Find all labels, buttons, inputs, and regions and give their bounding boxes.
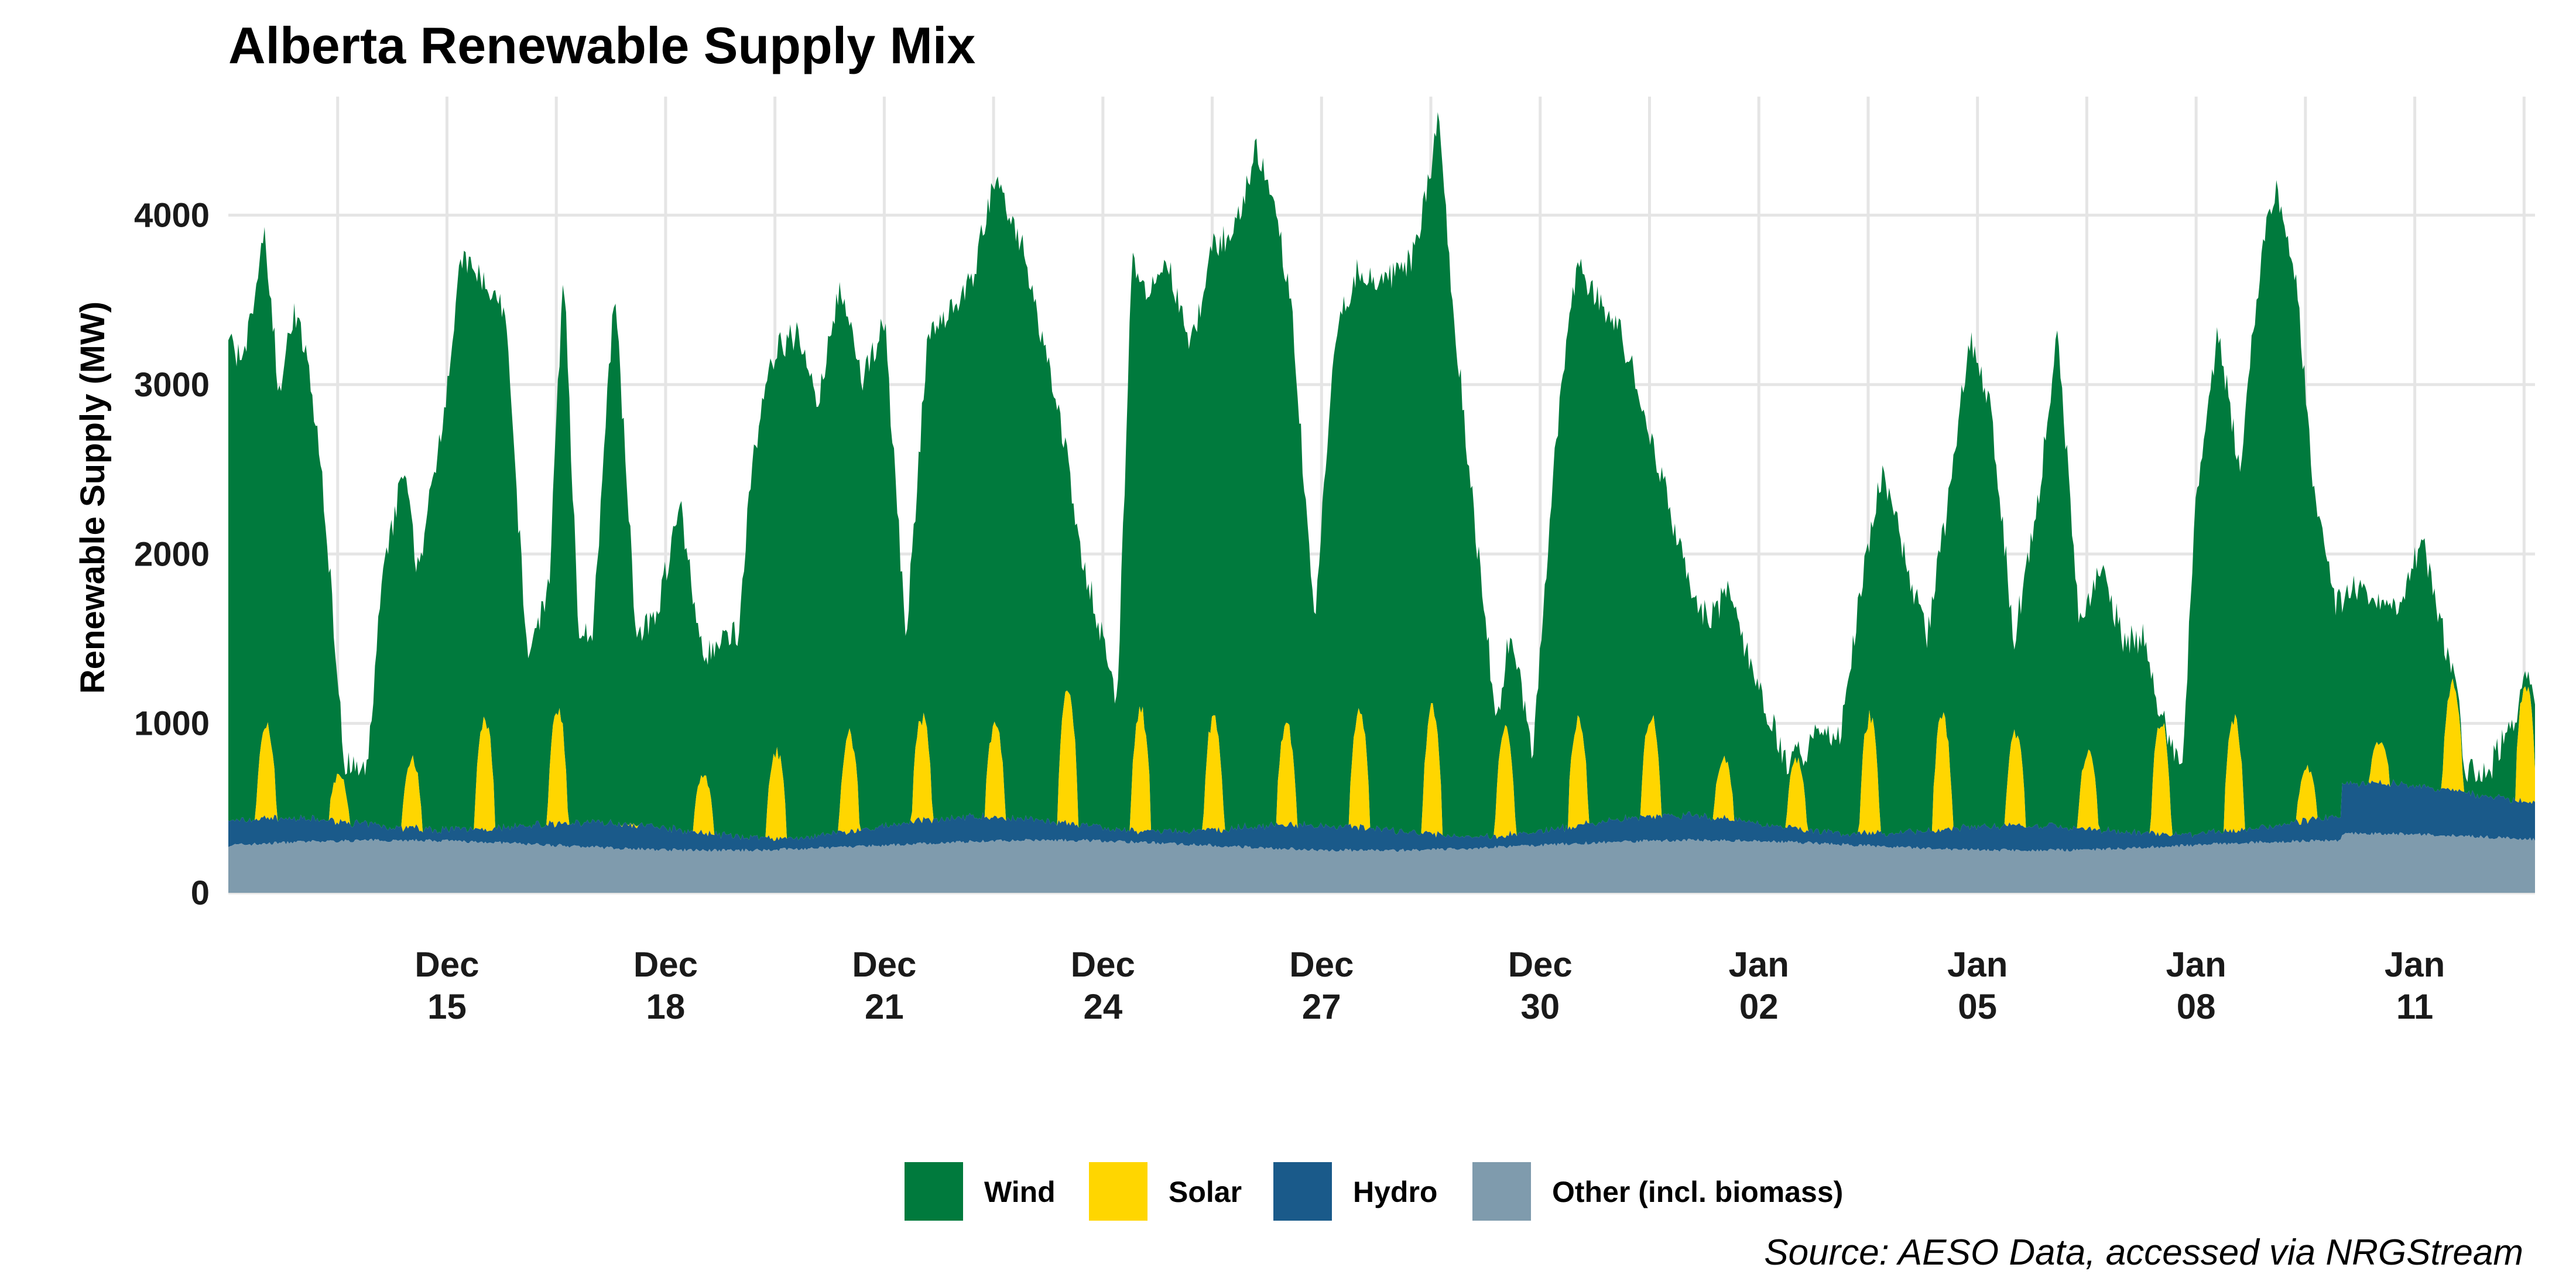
legend-key-1 <box>1089 1162 1147 1221</box>
x-tick-label-day: 11 <box>2396 987 2433 1026</box>
x-tick-label-day: 27 <box>1302 987 1341 1026</box>
y-tick-label: 2000 <box>134 535 210 573</box>
x-tick-label-month: Dec <box>852 945 916 984</box>
y-tick-label: 3000 <box>134 366 210 404</box>
area-hydro <box>228 779 2535 852</box>
legend-label-3: Other (incl. biomass) <box>1552 1176 1843 1208</box>
x-tick-label-day: 21 <box>865 987 904 1026</box>
y-tick-label: 1000 <box>134 705 210 743</box>
x-tick-label-month: Dec <box>1508 945 1573 984</box>
x-tick-label-month: Jan <box>2385 945 2445 984</box>
area-wind <box>228 112 2535 841</box>
x-tick-label-month: Jan <box>2166 945 2226 984</box>
legend: Wind Solar Hydro Other (incl. biomass) <box>905 1162 1843 1221</box>
area-other <box>228 832 2535 893</box>
x-tick-label-day: 18 <box>646 987 686 1026</box>
chart-caption: Source: AESO Data, accessed via NRGStrea… <box>1764 1232 2523 1273</box>
x-tick-label-month: Dec <box>633 945 698 984</box>
x-tick-label-month: Jan <box>1729 945 1789 984</box>
legend-label-0: Wind <box>984 1176 1056 1208</box>
x-tick-label-day: 05 <box>1958 987 1997 1026</box>
legend-key-0 <box>905 1162 963 1221</box>
legend-key-2 <box>1273 1162 1332 1221</box>
x-tick-label-month: Dec <box>1289 945 1354 984</box>
stacked-areas <box>228 112 2535 893</box>
x-tick-label-month: Jan <box>1947 945 2008 984</box>
y-axis-ticks: 0 1000 2000 3000 4000 <box>134 197 210 912</box>
x-tick-label-day: 08 <box>2177 987 2216 1026</box>
legend-label-2: Hydro <box>1353 1176 1437 1208</box>
x-tick-label-day: 24 <box>1083 987 1122 1026</box>
y-axis-label: Renewable Supply (MW) <box>74 302 112 694</box>
x-tick-label-month: Dec <box>1071 945 1135 984</box>
x-tick-label-day: 02 <box>1739 987 1779 1026</box>
x-tick-label-day: 30 <box>1520 987 1560 1026</box>
legend-key-3 <box>1472 1162 1531 1221</box>
y-tick-label: 0 <box>191 874 210 912</box>
x-tick-label-day: 15 <box>427 987 467 1026</box>
x-tick-label-month: Dec <box>415 945 479 984</box>
legend-label-1: Solar <box>1169 1176 1242 1208</box>
chart-title: Alberta Renewable Supply Mix <box>228 16 975 74</box>
y-tick-label: 4000 <box>134 197 210 235</box>
x-axis-ticks: Dec15Dec18Dec21Dec24Dec27Dec30Jan02Jan05… <box>415 945 2445 1026</box>
